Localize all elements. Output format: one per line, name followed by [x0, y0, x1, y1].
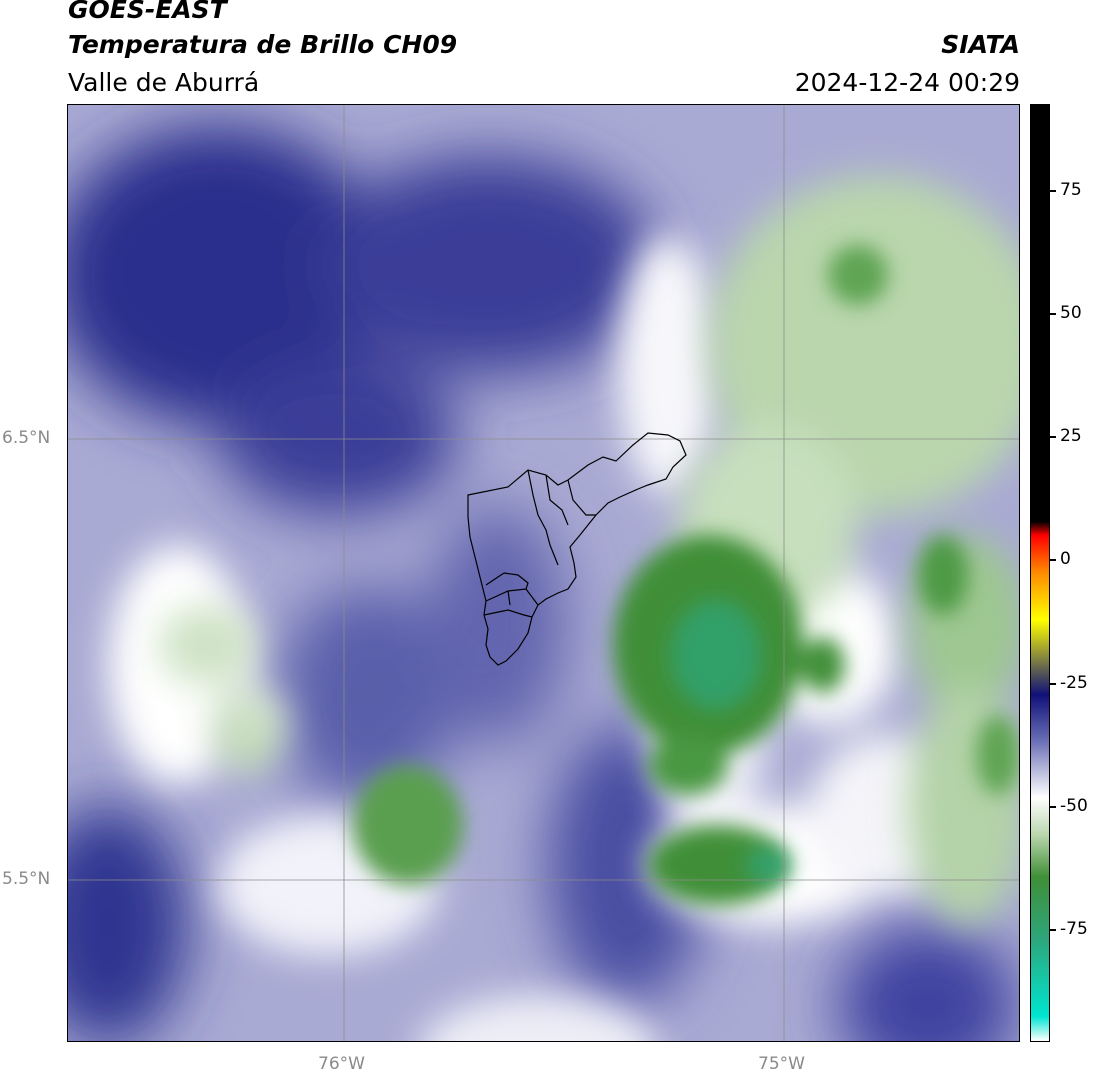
agency-title: SIATA — [941, 30, 1020, 59]
satellite-title: GOES-EAST — [68, 0, 227, 24]
cold-cloud-regions — [68, 125, 1018, 1041]
lat-label-5-5: 5.5°N — [2, 869, 51, 889]
cb-tick-75 — [1050, 190, 1056, 192]
cb-label-50: 50 — [1060, 303, 1082, 323]
cb-tick-neg25 — [1050, 683, 1056, 685]
datetime-label: 2024-12-24 00:29 — [794, 68, 1020, 97]
lon-label-76w: 76°W — [318, 1054, 365, 1074]
colorbar — [1030, 104, 1050, 1042]
cb-label-neg75: -75 — [1060, 919, 1088, 939]
green-warm-regions — [353, 245, 1019, 905]
cb-label-25: 25 — [1060, 426, 1082, 446]
cb-label-0: 0 — [1060, 549, 1071, 569]
cb-tick-neg75 — [1050, 929, 1056, 931]
cb-label-neg25: -25 — [1060, 673, 1088, 693]
cb-label-neg50: -50 — [1060, 796, 1088, 816]
cb-tick-0 — [1050, 559, 1056, 561]
cb-label-75: 75 — [1060, 180, 1082, 200]
graticule — [68, 105, 1019, 1041]
cb-tick-neg50 — [1050, 806, 1056, 808]
municipality-boundaries — [467, 432, 687, 666]
lon-label-75w: 75°W — [758, 1054, 805, 1074]
product-title: Temperatura de Brillo CH09 — [68, 30, 458, 59]
map-canvas — [68, 105, 1019, 1041]
cb-tick-25 — [1050, 436, 1056, 438]
lat-label-6-5: 6.5°N — [2, 428, 51, 448]
cb-tick-50 — [1050, 313, 1056, 315]
colorbar-gradient — [1031, 105, 1049, 1041]
teal-core — [671, 600, 790, 883]
region-title: Valle de Aburrá — [68, 68, 260, 97]
brightness-temperature-map — [67, 104, 1020, 1042]
